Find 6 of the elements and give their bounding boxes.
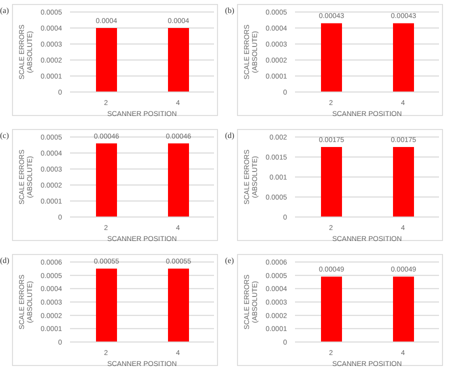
text: (a) bbox=[0, 6, 9, 15]
text: (c) bbox=[0, 131, 9, 140]
text: (d) bbox=[225, 131, 234, 140]
text: (d) bbox=[0, 256, 10, 265]
text: (e) bbox=[225, 256, 234, 265]
text: (b) bbox=[225, 6, 234, 15]
